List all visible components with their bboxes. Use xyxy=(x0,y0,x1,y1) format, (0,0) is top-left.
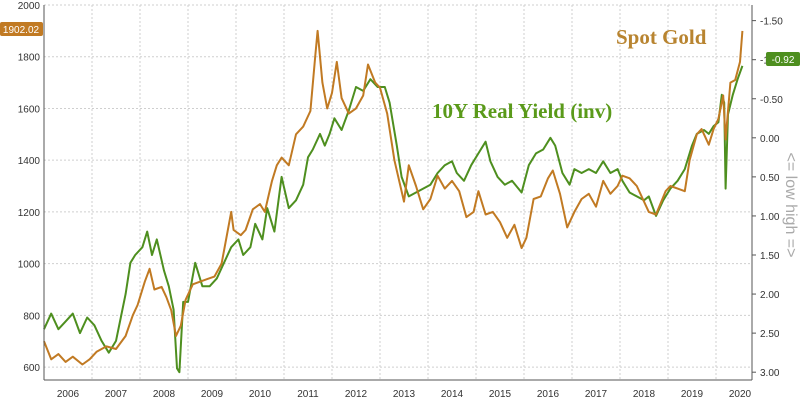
right-axis-ticks: -1.50-1.00-0.500.000.501.001.502.002.503… xyxy=(752,17,783,379)
x-tick-label: 2006 xyxy=(57,389,80,400)
x-tick-label: 2007 xyxy=(105,389,128,400)
x-tick-label: 2011 xyxy=(297,389,319,400)
gold-last-value: 1902.02 xyxy=(3,25,40,36)
yield-last-value-badge: -0.92 xyxy=(766,52,800,66)
plot-background xyxy=(44,5,752,380)
yield-last-value: -0.92 xyxy=(772,55,795,66)
x-tick-label: 2019 xyxy=(681,389,704,400)
right-tick-label: 0.50 xyxy=(760,173,780,184)
right-tick-label: 3.00 xyxy=(760,368,780,379)
gold-last-value-badge: 1902.02 xyxy=(0,22,43,36)
x-tick-label: 2008 xyxy=(153,389,176,400)
series-layer xyxy=(43,29,744,374)
x-tick-label: 2009 xyxy=(201,389,224,400)
x-tick-label: 2014 xyxy=(441,389,464,400)
series-label-gold: Spot Gold xyxy=(616,25,707,49)
left-tick-label: 1000 xyxy=(18,260,41,271)
x-tick-label: 2010 xyxy=(249,389,272,400)
x-tick-label: 2020 xyxy=(729,389,752,400)
right-tick-label: 0.00 xyxy=(760,134,780,145)
right-tick-label: -0.50 xyxy=(760,95,783,106)
right-axis-label: <= low high => xyxy=(782,153,799,258)
series-line-real-yield xyxy=(43,65,744,374)
x-tick-label: 2016 xyxy=(537,389,560,400)
left-tick-label: 600 xyxy=(23,363,40,374)
right-tick-label: 2.00 xyxy=(760,290,780,301)
right-tick-label: 1.00 xyxy=(760,212,780,223)
right-tick-label: 1.50 xyxy=(760,251,780,262)
series-label-yield: 10Y Real Yield (inv) xyxy=(432,99,612,123)
left-tick-label: 1800 xyxy=(18,53,41,64)
left-tick-label: 800 xyxy=(23,311,40,322)
x-tick-label: 2013 xyxy=(393,389,416,400)
right-tick-label: -1.50 xyxy=(760,17,783,28)
x-tick-label: 2018 xyxy=(633,389,656,400)
x-tick-label: 2017 xyxy=(585,389,608,400)
left-tick-label: 1600 xyxy=(18,104,41,115)
x-axis-ticks: 2006 2007 2008 2009 2010 2011 2012 2013 2014 2015… xyxy=(57,389,752,400)
x-tick-label: 2015 xyxy=(489,389,512,400)
left-axis-ticks: 600 800 1000 1200 1400 1600 1800 2000 xyxy=(18,1,41,374)
series-line-spot-gold xyxy=(43,29,744,366)
x-tick-label: 2012 xyxy=(345,389,368,400)
grid xyxy=(44,4,752,380)
left-tick-label: 1400 xyxy=(18,156,41,167)
left-tick-label: 2000 xyxy=(18,1,41,12)
right-tick-label: 2.50 xyxy=(760,329,780,340)
left-tick-label: 1200 xyxy=(18,208,41,219)
